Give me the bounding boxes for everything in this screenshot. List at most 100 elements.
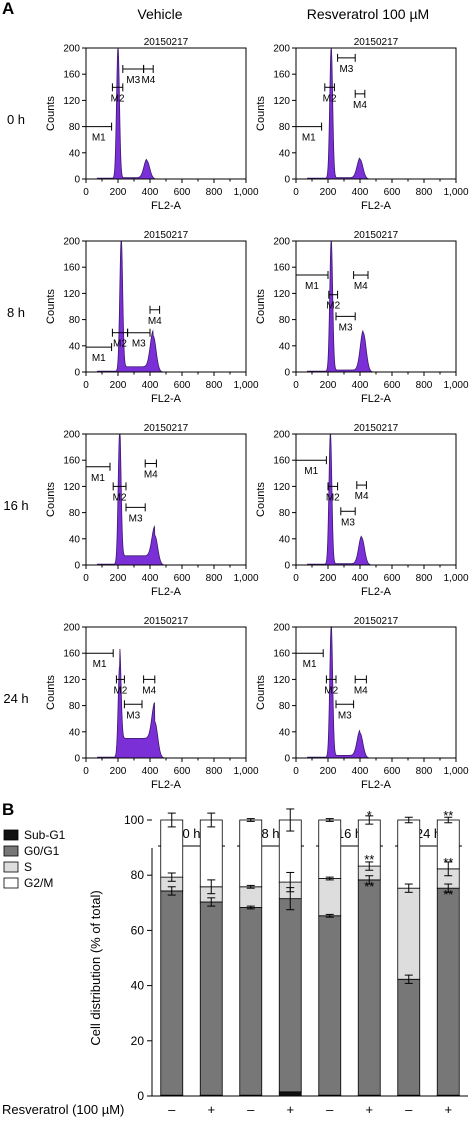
histogram-panel: 20150217 0 40 80 120 160 200 0 200 400 600 800 1,000… [45,616,259,791]
x-tick-label: 0 [293,187,299,198]
significance-mark: * [367,808,372,823]
x-tick-label: 1,000 [233,573,258,584]
bar-segment [357,879,381,1096]
x-tick-label: 600 [174,766,191,777]
y-tick-label: 160 [273,263,290,274]
gate-marker-label: M3 [126,710,140,721]
group-label: 16 h [337,826,362,841]
y-tick-label: 120 [63,675,80,686]
treatment-mark: + [207,1102,215,1117]
histogram-fill [95,240,176,373]
gate-marker-label: M4 [144,469,158,480]
legend-label: G0/G1 [24,844,60,858]
x-tick-label: 0 [83,573,89,584]
histogram-panel: 20150217 0 40 80 120 160 200 0 200 400 600 800 1,000… [45,230,259,405]
bar-chart: Sub-G1 G0/G1 S G2/M 0 20 40 60 80 100 Cell distrib… [2,808,468,1117]
group-label: 24 h [416,826,441,841]
bar-segment [239,907,263,1096]
gate-marker-label: M2 [111,93,125,104]
histogram-panel: 20150217 0 40 80 120 160 200 0 200 400 600 800 1,000… [255,230,469,405]
y-axis-label: Counts [255,675,267,710]
legend-swatch [3,829,19,841]
y-axis-label: Cell distribution (% of total) [88,890,103,1045]
bar-segment [397,819,421,889]
gate-marker-label: M4 [148,316,162,327]
gate-marker-label: M2 [323,93,337,104]
y-tick-label: 40 [69,534,81,545]
treatment-mark: – [405,1102,413,1117]
group-label: 0 h [182,826,200,841]
y-tick-label: 40 [279,341,291,352]
x-tick-label: 1,000 [233,380,258,391]
y-axis-label: Counts [255,482,267,517]
treatment-mark: + [444,1102,452,1117]
histogram-fill [95,648,176,759]
x-tick-label: 0 [293,766,299,777]
histogram-frame [85,433,247,566]
histogram-fill [95,433,176,566]
histogram-panel: 20150217 0 40 80 120 160 200 0 200 400 600 800 1,000… [45,423,259,598]
y-tick-label: 40 [279,727,291,738]
treatment-label: Resveratrol (100 µM) [2,1102,124,1117]
bar-segment [318,915,342,1096]
group-label: 8 h [261,826,279,841]
bar-segment [160,890,184,1096]
histogram-panel: 20150217 0 40 80 120 160 200 0 200 400 600 800 1,000… [255,616,469,791]
gate-marker-label: M2 [113,492,127,503]
bar-segment [239,886,263,908]
x-axis-label: FL2-A [151,586,182,598]
bar-segment [278,1091,302,1097]
y-tick-label: 80 [69,315,81,326]
y-axis-label: Counts [255,96,267,131]
row-label-0h: 0 h [7,112,25,127]
y-tick-label: 0 [74,175,80,186]
gate-marker-label: M2 [326,301,340,312]
gate-marker-label: M4 [354,685,368,696]
histogram-panel: 20150217 0 40 80 120 160 200 0 200 400 600 800 1,000… [45,37,259,212]
histogram-sample-id: 20150217 [354,616,399,627]
x-tick-label: 800 [416,573,433,584]
y-tick-label: 0 [74,368,80,379]
x-tick-label: 0 [83,766,89,777]
y-axis-label: Counts [45,96,57,131]
gate-marker-label: M1 [302,133,316,144]
gate-marker-label: M4 [142,685,156,696]
histogram-frame [295,433,457,566]
legend-swatch [3,877,19,889]
y-tick-label: 200 [63,430,80,441]
legend-label: Sub-G1 [24,828,66,842]
x-tick-label: 200 [320,187,337,198]
column-title-vehicle: Vehicle [137,6,182,22]
x-tick-label: 800 [206,380,223,391]
y-axis-label: Counts [45,289,57,324]
x-tick-label: 1,000 [443,766,468,777]
bar-segment [318,819,342,879]
row-label-16h: 16 h [3,498,28,513]
x-tick-label: 600 [384,766,401,777]
histogram-frame [295,626,457,759]
y-tick-label: 160 [63,263,80,274]
histogram-fill [305,625,386,759]
histogram-sample-id: 20150217 [354,423,399,434]
y-tick-label: 40 [69,148,81,159]
histogram-sample-id: 20150217 [144,616,189,627]
x-tick-label: 800 [416,766,433,777]
y-tick-label: 80 [69,701,81,712]
row-label-8h: 8 h [7,305,25,320]
y-tick-label: 40 [131,979,145,993]
x-tick-label: 400 [142,573,159,584]
gate-marker-label: M3 [132,339,146,350]
histogram-frame [295,240,457,373]
x-tick-label: 200 [110,573,127,584]
x-tick-label: 400 [352,573,369,584]
x-tick-label: 400 [352,187,369,198]
y-axis-label: Counts [45,482,57,517]
x-tick-label: 400 [142,380,159,391]
x-tick-label: 1,000 [443,187,468,198]
y-tick-label: 120 [273,482,290,493]
treatment-mark: + [286,1102,294,1117]
treatment-mark: – [326,1102,334,1117]
histogram-frame [85,240,247,373]
x-tick-label: 600 [384,573,401,584]
